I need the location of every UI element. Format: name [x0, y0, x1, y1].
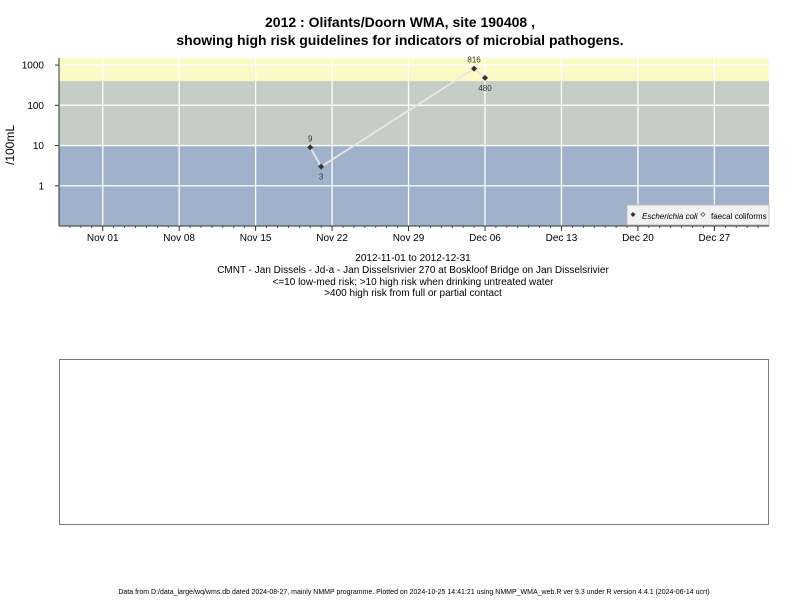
ecoli-connector-2 [473, 67, 486, 79]
ecoli-point-label-1: 3 [319, 173, 324, 182]
legend-marker-ecoli [630, 212, 636, 217]
ecoli-point-label-2: 816 [467, 56, 481, 65]
x-tick-label-8: Dec 27 [699, 233, 731, 244]
x-tick-label-0: Nov 01 [87, 233, 119, 244]
chart-title-line2: showing high risk guidelines for indicat… [176, 32, 624, 48]
footer-note: Data from D:/data_large/wq/wms.db dated … [118, 589, 710, 596]
ecoli-point-2 [471, 65, 478, 72]
site-description: CMNT - Jan Dissels - Jd-a - Jan Disselsr… [217, 265, 609, 276]
legend-label-ecoli: Escherichia coli [642, 212, 698, 221]
risk-band-1 [59, 81, 769, 146]
x-tick-label-2: Nov 15 [240, 233, 272, 244]
ecoli-point-3 [482, 74, 488, 81]
y-tick-label-3: 1000 [22, 61, 45, 72]
microbial-chart: 9 3 816 480 1 10 100 1000 Nov 01 Nov 08 Nov 15 No… [3, 56, 770, 244]
y-axis-label: /100mL [3, 125, 17, 165]
legend: Escherichia coli faecal coliforms [626, 204, 770, 226]
x-tick-label-1: Nov 08 [163, 233, 195, 244]
x-tick-label-3: Nov 22 [316, 233, 348, 244]
y-tick-label-2: 100 [27, 101, 44, 112]
y-tick-label-0: 1 [38, 181, 44, 192]
y-tick-label-1: 10 [33, 141, 45, 152]
ecoli-point-0 [307, 144, 314, 151]
chart-title-line1: 2012 : Olifants/Doorn WMA, site 190408 , [265, 14, 535, 30]
ecoli-point-1 [318, 163, 325, 170]
ecoli-point-label-3: 480 [478, 84, 492, 93]
guideline-drinking: <=10 low-med risk; >10 high risk when dr… [272, 277, 554, 288]
x-tick-label-7: Dec 20 [622, 233, 654, 244]
ecoli-connector-0 [309, 146, 322, 168]
x-tick-label-6: Dec 13 [546, 233, 578, 244]
risk-band-2 [59, 58, 769, 82]
x-tick-label-4: Nov 29 [393, 233, 425, 244]
empty-plot-panel [59, 359, 769, 525]
x-tick-label-5: Dec 06 [469, 233, 501, 244]
ecoli-connector-1 [320, 67, 475, 168]
legend-marker-faecal [700, 211, 706, 218]
legend-label-faecal: faecal coliforms [711, 212, 767, 221]
guideline-contact: >400 high risk from full or partial cont… [324, 288, 502, 299]
ecoli-point-label-0: 9 [308, 134, 313, 143]
date-range: 2012-11-01 to 2012-12-31 [355, 253, 471, 264]
